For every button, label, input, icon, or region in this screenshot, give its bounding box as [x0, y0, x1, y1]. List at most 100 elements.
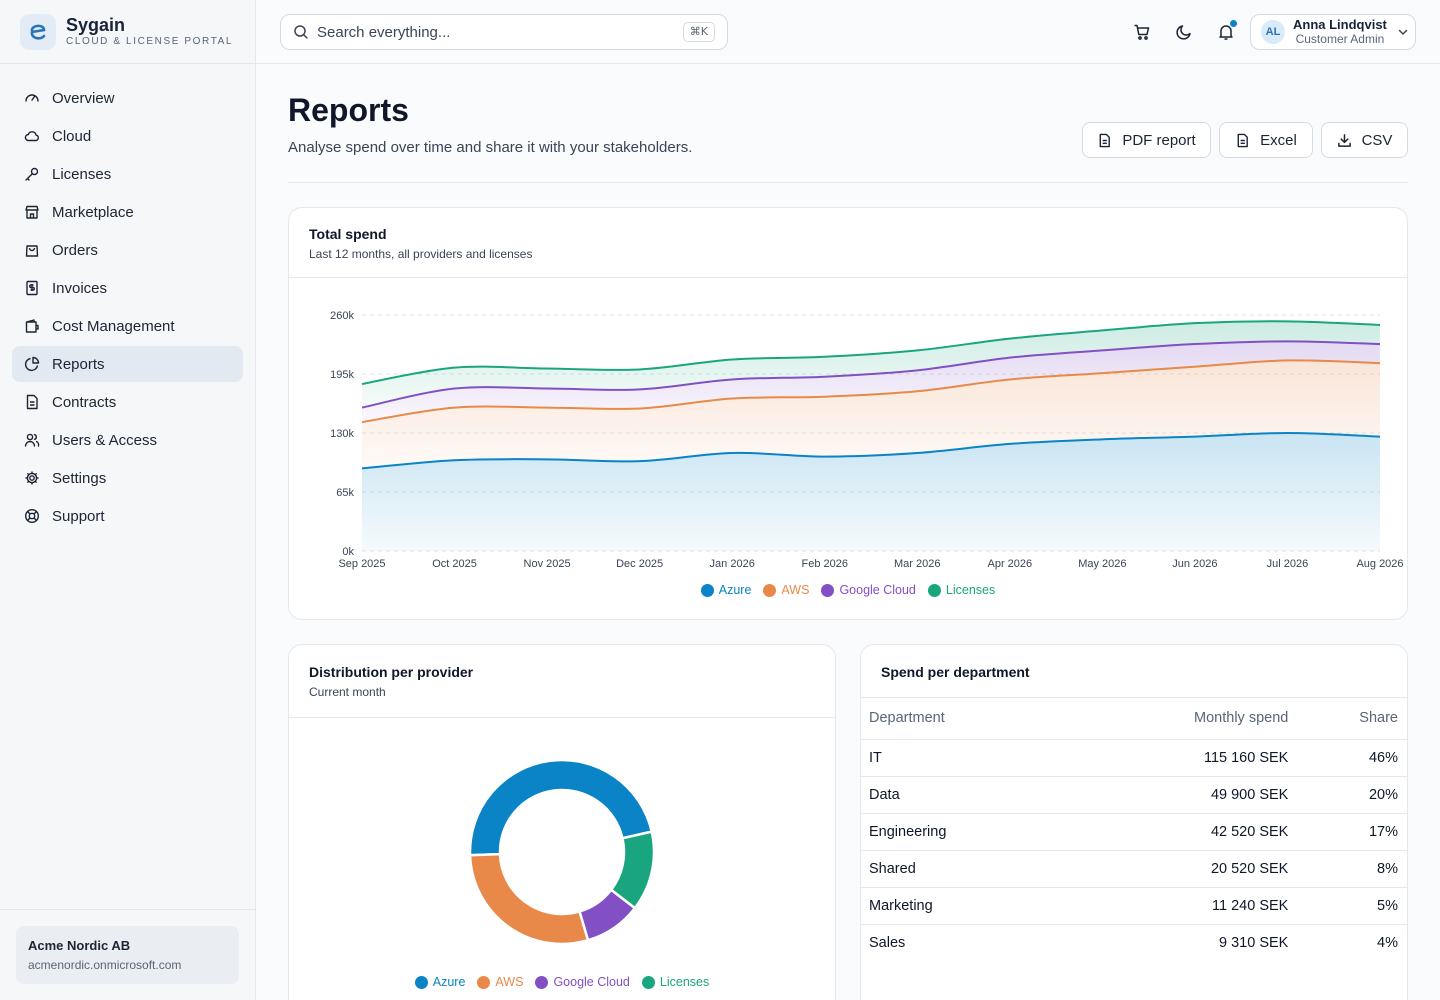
- series-line-google-cloud[interactable]: [361, 340, 1381, 409]
- series-area-aws: [362, 360, 1380, 469]
- sidebar-item-contracts[interactable]: Contracts: [12, 384, 243, 420]
- notifications-button[interactable]: [1212, 18, 1240, 46]
- theme-toggle-button[interactable]: [1170, 18, 1198, 46]
- legend-item-azure[interactable]: Azure: [700, 583, 751, 597]
- legend-item-aws[interactable]: AWS: [763, 583, 809, 597]
- sidebar-item-cost-management[interactable]: Cost Management: [12, 308, 243, 344]
- legend-item-google-cloud[interactable]: Google Cloud: [821, 583, 916, 597]
- y-tick-label: 0k: [342, 546, 354, 558]
- sidebar-item-label: Cloud: [52, 127, 92, 145]
- brand-subtitle: CLOUD & LICENSE PORTAL: [66, 35, 234, 47]
- y-tick-label: 195k: [330, 369, 354, 381]
- legend-label: AWS: [781, 583, 810, 597]
- sidebar-item-orders[interactable]: Orders: [12, 232, 243, 268]
- download-icon: [1337, 133, 1351, 147]
- department-cell: IT: [861, 739, 1060, 777]
- series-area-azure: [362, 433, 1380, 551]
- x-tick-label: Jul 2026: [1267, 558, 1309, 570]
- monthly-spend-cell: 42 520 SEK: [1059, 813, 1297, 851]
- file-text-icon: [1099, 133, 1111, 147]
- sidebar-item-cloud[interactable]: Cloud: [12, 118, 243, 154]
- keyboard-shortcut-badge: ⌘K: [682, 22, 715, 42]
- donut-slice-aws[interactable]: [468, 852, 590, 946]
- table-row[interactable]: Marketing 11 240 SEK 5%: [861, 887, 1407, 925]
- column-header-department[interactable]: Department: [861, 698, 1060, 740]
- card-subtitle: Last 12 months, all providers and licens…: [309, 247, 533, 261]
- avatar: AL: [1261, 20, 1285, 44]
- series-line-aws[interactable]: [361, 359, 1381, 424]
- share-cell: 46%: [1296, 739, 1407, 777]
- total-spend-area-chart: 0k 65k 130k 195k 260k Sep 2025 Oct 2025 Nov 202…: [330, 310, 1403, 570]
- department-card: Spend per department Department Monthly …: [860, 644, 1408, 1000]
- search-input[interactable]: Search everything... ⌘K: [280, 14, 728, 50]
- y-tick-label: 260k: [330, 310, 354, 322]
- x-tick-label: Jun 2026: [1172, 558, 1217, 570]
- users-icon: [24, 433, 40, 447]
- x-tick-label: Jan 2026: [710, 558, 755, 570]
- search-placeholder: Search everything...: [317, 23, 451, 41]
- pdf-report-label: PDF report: [1122, 131, 1196, 149]
- total-spend-card: Total spend Last 12 months, all provider…: [288, 207, 1408, 620]
- table-row[interactable]: Shared 20 520 SEK 8%: [861, 850, 1407, 888]
- sidebar-item-settings[interactable]: Settings: [12, 460, 243, 496]
- page-title: Reports: [288, 92, 409, 128]
- cart-button[interactable]: [1128, 18, 1156, 46]
- x-tick-label: Sep 2025: [338, 558, 385, 570]
- table-row[interactable]: Sales 9 310 SEK 4%: [861, 924, 1407, 961]
- share-cell: 5%: [1296, 887, 1407, 925]
- table-row[interactable]: IT 115 160 SEK 46%: [861, 739, 1407, 777]
- donut-slice-azure[interactable]: [468, 760, 654, 857]
- pdf-report-button[interactable]: PDF report: [1082, 122, 1211, 158]
- series-line-licenses[interactable]: [361, 320, 1381, 385]
- csv-export-button[interactable]: CSV: [1321, 122, 1408, 158]
- legend-item-licenses[interactable]: Licenses: [641, 975, 709, 989]
- user-role: Customer Admin: [1295, 32, 1385, 46]
- legend-label: Google Cloud: [839, 583, 916, 597]
- sidebar-item-label: Cost Management: [52, 317, 175, 335]
- gauge-icon: [25, 94, 39, 102]
- excel-export-button[interactable]: Excel: [1219, 122, 1313, 158]
- legend-label: Azure: [432, 975, 466, 989]
- column-header-share[interactable]: Share: [1296, 698, 1407, 740]
- department-cell: Marketing: [861, 887, 1060, 925]
- sidebar-item-overview[interactable]: Overview: [12, 80, 243, 116]
- gear-icon: [25, 471, 39, 485]
- department-table: Department Monthly spend Share IT 115 160…: [861, 698, 1407, 961]
- legend-item-licenses[interactable]: Licenses: [927, 583, 996, 597]
- table-row[interactable]: Engineering 42 520 SEK 17%: [861, 813, 1407, 851]
- legend-label: Licenses: [945, 583, 996, 597]
- sidebar-item-support[interactable]: Support: [12, 498, 243, 534]
- series-line-azure[interactable]: [361, 431, 1381, 470]
- x-tick-label: Apr 2026: [987, 558, 1032, 570]
- sidebar-item-marketplace[interactable]: Marketplace: [12, 194, 243, 230]
- card-title: Total spend: [309, 226, 387, 242]
- legend-label: AWS: [495, 975, 524, 989]
- legend-item-aws[interactable]: AWS: [477, 975, 523, 989]
- sidebar-item-label: Support: [52, 507, 105, 525]
- notification-indicator: [1230, 20, 1237, 27]
- column-header-monthly-spend[interactable]: Monthly spend: [1059, 698, 1297, 740]
- sidebar-item-licenses[interactable]: Licenses: [12, 156, 243, 192]
- share-cell: 8%: [1296, 850, 1407, 888]
- pie-chart-icon: [24, 356, 40, 372]
- brand[interactable]: Sygain CLOUD & LICENSE PORTAL: [0, 0, 255, 64]
- legend-item-azure[interactable]: Azure: [414, 975, 466, 989]
- legend-item-google-cloud[interactable]: Google Cloud: [535, 975, 630, 989]
- share-cell: 17%: [1296, 813, 1407, 851]
- page-subtitle: Analyse spend over time and share it wit…: [288, 139, 693, 156]
- cloud-icon: [24, 131, 39, 142]
- sidebar: Sygain CLOUD & LICENSE PORTAL Overview C…: [0, 0, 256, 1000]
- sidebar-item-label: Contracts: [52, 393, 117, 411]
- receipt-icon: [26, 280, 38, 296]
- bell-icon: [1219, 25, 1233, 40]
- department-cell: Shared: [861, 850, 1060, 888]
- sidebar-item-label: Reports: [52, 355, 105, 373]
- table-row[interactable]: Data 49 900 SEK 20%: [861, 776, 1407, 814]
- sidebar-item-invoices[interactable]: Invoices: [12, 270, 243, 306]
- sidebar-item-users-access[interactable]: Users & Access: [12, 422, 243, 458]
- user-name: Anna Lindqvist: [1293, 17, 1387, 32]
- user-menu-button[interactable]: AL Anna Lindqvist Customer Admin: [1250, 14, 1416, 50]
- y-tick-label: 130k: [330, 428, 354, 440]
- organization-card[interactable]: Acme Nordic AB acmenordic.onmicrosoft.co…: [16, 926, 239, 984]
- sidebar-item-reports[interactable]: Reports: [12, 346, 243, 382]
